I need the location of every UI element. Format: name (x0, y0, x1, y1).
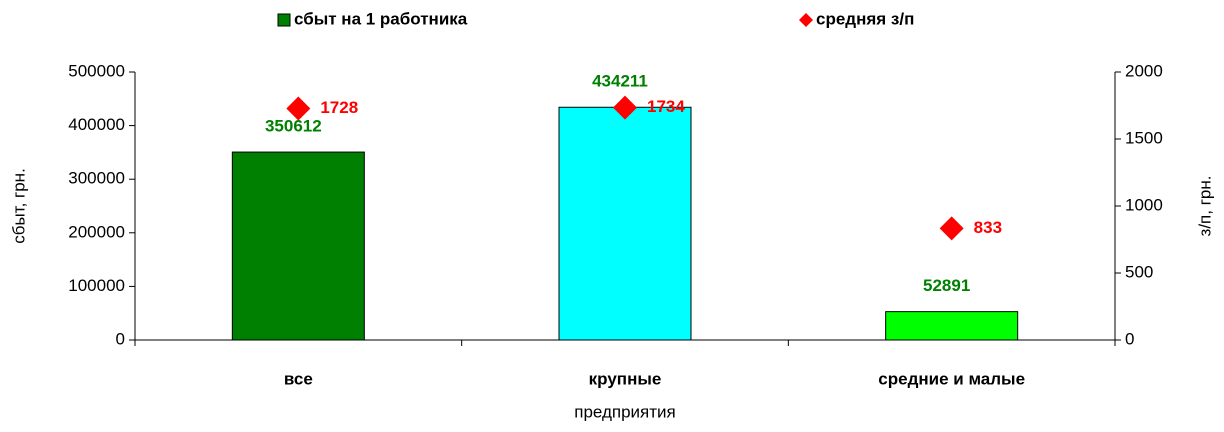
x-tick-label: крупные (589, 369, 662, 388)
legend-swatch (277, 13, 291, 27)
y2-tick-label: 2000 (1125, 61, 1163, 80)
x-tick-label: средние и малые (878, 369, 1025, 388)
x-tick-label: все (284, 369, 313, 388)
bar-value-label: 434211 (592, 72, 648, 91)
y-tick-label: 500000 (68, 61, 125, 80)
y2-tick-label: 0 (1125, 329, 1134, 348)
bar (558, 106, 692, 341)
marker (613, 95, 637, 120)
y-axis-label: сбыт, грн. (9, 168, 28, 244)
bar (231, 151, 365, 341)
y-tick-label: 300000 (68, 169, 125, 188)
marker-value-label: 1734 (647, 97, 685, 116)
legend-label: сбыт на 1 работника (294, 9, 468, 28)
marker-value-label: 833 (974, 218, 1002, 237)
marker (286, 96, 311, 121)
x-axis-label: предприятия (574, 402, 676, 421)
legend-label: средняя з/п (816, 9, 914, 28)
legend-swatch (799, 13, 813, 27)
y2-tick-label: 1500 (1125, 128, 1163, 147)
y-tick-label: 0 (116, 329, 125, 348)
y2-tick-label: 500 (1125, 262, 1153, 281)
marker (939, 216, 964, 241)
y-tick-label: 200000 (68, 222, 125, 241)
y2-tick-label: 1000 (1125, 195, 1163, 214)
marker-value-label: 1728 (320, 98, 358, 117)
bar (885, 311, 1019, 341)
y2-axis-label: з/п, грн. (1195, 176, 1214, 237)
y-tick-label: 100000 (68, 276, 125, 295)
bar-value-label: 52891 (923, 276, 970, 295)
bar-value-label: 350612 (265, 117, 322, 136)
y-tick-label: 400000 (68, 115, 125, 134)
